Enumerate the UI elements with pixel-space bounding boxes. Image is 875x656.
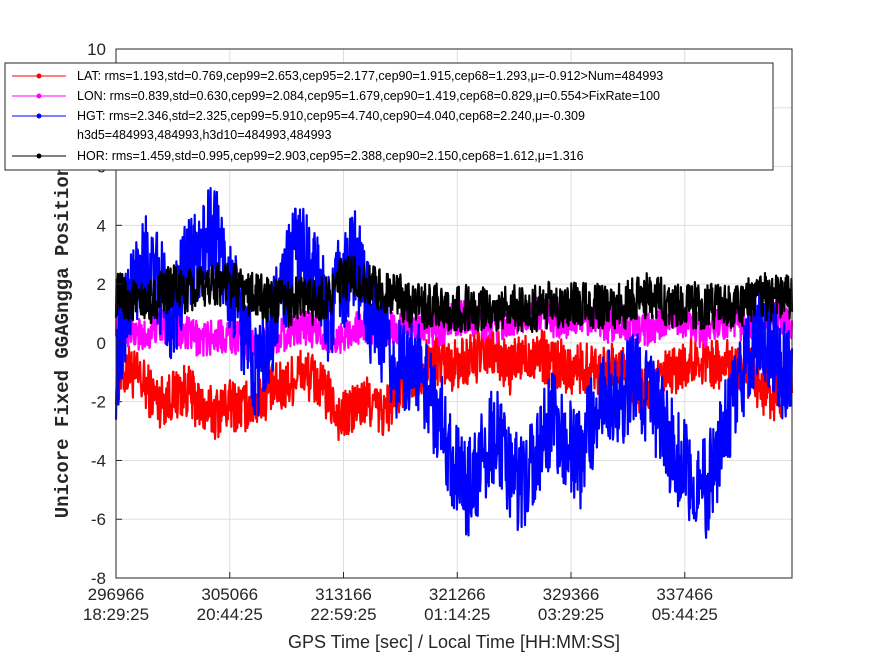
series-line-lat — [114, 329, 794, 442]
x-tick-label-gps: 321266 — [429, 585, 486, 604]
x-axis-label: GPS Time [sec] / Local Time [HH:MM:SS] — [288, 632, 620, 652]
x-tick-label-local: 01:14:25 — [424, 605, 490, 624]
legend-swatch-marker — [36, 73, 42, 79]
series-layer — [114, 187, 794, 539]
x-tick-label-local: 20:44:25 — [197, 605, 263, 624]
x-tick-label-local: 22:59:25 — [310, 605, 376, 624]
y-axis-label: Unicore Fixed GGAGngga Position [cm] — [52, 108, 74, 518]
y-tick-label: -2 — [91, 393, 106, 412]
legend-entry-lon: LON: rms=0.839,std=0.630,cep99=2.084,cep… — [77, 89, 660, 103]
y-tick-label: 10 — [87, 40, 106, 59]
y-tick-label: 2 — [97, 275, 106, 294]
legend: LAT: rms=1.193,std=0.769,cep99=2.653,cep… — [4, 62, 774, 171]
y-tick-label: 0 — [97, 334, 106, 353]
series-line-hgt — [114, 187, 794, 539]
legend-entry-lat: LAT: rms=1.193,std=0.769,cep99=2.653,cep… — [77, 69, 663, 83]
legend-box — [4, 62, 774, 171]
x-tick-label-gps: 329366 — [543, 585, 600, 604]
legend-entry-hor: HOR: rms=1.459,std=0.995,cep99=2.903,cep… — [77, 149, 584, 163]
y-tick-label: 4 — [97, 216, 106, 235]
legend-entry-hgt: h3d5=484993,484993,h3d10=484993,484993 — [77, 128, 331, 142]
x-tick-label-gps: 313166 — [315, 585, 372, 604]
legend-entry-hgt: HGT: rms=2.346,std=2.325,cep99=5.910,cep… — [77, 109, 585, 123]
x-tick-label-local: 05:44:25 — [652, 605, 718, 624]
plot-frame — [115, 48, 793, 579]
x-tick-label-gps: 296966 — [88, 585, 145, 604]
series-line-hor — [114, 255, 794, 334]
legend-swatch-marker — [36, 153, 42, 159]
x-tick-label-gps: 337466 — [656, 585, 713, 604]
x-tick-label-gps: 305066 — [201, 585, 258, 604]
y-tick-label: -6 — [91, 510, 106, 529]
legend-swatch-marker — [36, 93, 42, 99]
x-tick-label-local: 03:29:25 — [538, 605, 604, 624]
y-tick-label: -4 — [91, 451, 106, 470]
x-tick-label-local: 18:29:25 — [83, 605, 149, 624]
y-tick-label: -8 — [91, 569, 106, 588]
legend-swatch-marker — [36, 113, 42, 119]
